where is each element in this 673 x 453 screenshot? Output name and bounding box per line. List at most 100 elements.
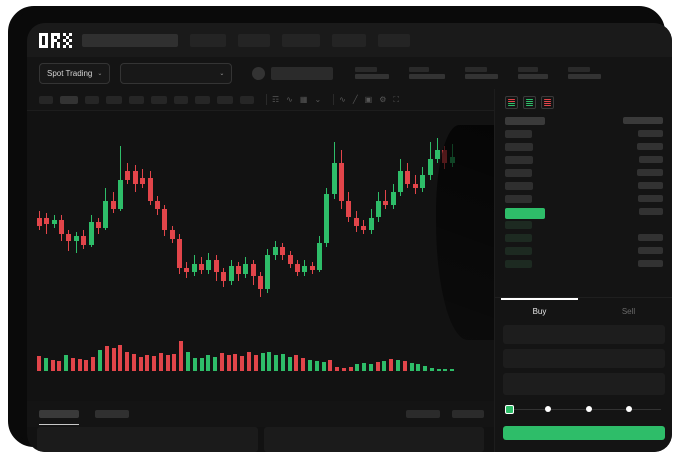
orderbook-bid-row[interactable] xyxy=(505,260,663,273)
volume-bar xyxy=(57,361,62,371)
orderbook-mode-sell-icon[interactable] xyxy=(541,96,554,109)
timeframe-chip-1[interactable] xyxy=(39,95,53,104)
slider-stop-1[interactable] xyxy=(545,406,551,412)
nav-item-5[interactable] xyxy=(378,33,410,47)
orderbook-and-trade-panel: Buy Sell xyxy=(494,89,672,452)
orderbook-last-price-row[interactable] xyxy=(505,208,663,221)
orderbook-ask-row[interactable] xyxy=(505,195,663,208)
timeframe-chip-7[interactable] xyxy=(174,95,188,104)
timeframe-chip-6[interactable] xyxy=(151,95,167,104)
orderbook-amount xyxy=(637,169,663,176)
order-price-field[interactable] xyxy=(503,325,665,344)
timeframe-chip-2[interactable] xyxy=(60,95,78,104)
orderbook-ask-row[interactable] xyxy=(505,143,663,156)
chevron-down-icon: ⌄ xyxy=(97,70,103,77)
orderbook-amount xyxy=(639,156,663,163)
template-icon[interactable]: ▦ xyxy=(299,94,308,104)
volume-bar xyxy=(213,356,218,371)
volume-bar xyxy=(152,356,157,371)
orderbook-ask-row[interactable] xyxy=(505,156,663,169)
bottom-action-1[interactable] xyxy=(406,410,440,418)
orderbook-amount xyxy=(623,117,663,124)
last-price-display xyxy=(271,66,334,80)
bottom-action-2[interactable] xyxy=(452,410,484,418)
order-amount-field[interactable] xyxy=(503,349,665,368)
stat-pair-3 xyxy=(465,67,499,79)
submit-buy-button[interactable] xyxy=(503,426,665,440)
volume-bar xyxy=(111,347,116,371)
timeframe-chip-10[interactable] xyxy=(240,95,254,104)
orderbook-ask-row[interactable] xyxy=(505,169,663,182)
tab-open-orders[interactable] xyxy=(39,410,79,425)
orderbook-amount xyxy=(638,195,663,202)
volume-bar xyxy=(172,353,177,371)
slider-stop-3[interactable] xyxy=(626,406,632,412)
timeframe-chip-4[interactable] xyxy=(106,95,122,104)
nav-item-2[interactable] xyxy=(238,33,270,47)
orderbook-amount xyxy=(638,182,663,189)
volume-bar xyxy=(219,353,224,371)
volume-bar xyxy=(158,353,163,371)
orders-content-panels xyxy=(27,427,494,452)
volume-bar xyxy=(131,353,136,371)
stat-value xyxy=(409,74,446,79)
okx-logo-icon[interactable] xyxy=(39,32,72,48)
orderbook-price xyxy=(505,143,533,151)
volume-bar xyxy=(260,353,265,371)
volume-bar xyxy=(37,356,41,371)
chevron-down-icon[interactable]: ⌄ xyxy=(314,94,322,104)
stat-value xyxy=(568,74,602,79)
orderbook-price xyxy=(505,247,532,255)
timeframe-chip-8[interactable] xyxy=(195,95,210,104)
slider-stop-0[interactable] xyxy=(505,405,514,414)
slider-stop-2[interactable] xyxy=(586,406,592,412)
orderbook-column-header[interactable] xyxy=(505,117,663,130)
timeframe-chip-3[interactable] xyxy=(85,95,99,104)
orderbook-bid-row[interactable] xyxy=(505,247,663,260)
nav-item-3[interactable] xyxy=(282,33,320,47)
line-chart-icon[interactable]: ∿ xyxy=(339,94,346,104)
price-chart[interactable] xyxy=(27,111,494,401)
tab-buy[interactable]: Buy xyxy=(495,298,584,324)
orderbook-ask-row[interactable] xyxy=(505,182,663,195)
orderbook-bid-row[interactable] xyxy=(505,234,663,247)
volume-bar xyxy=(165,355,170,371)
timeframe-chip-5[interactable] xyxy=(129,95,144,104)
volume-bar xyxy=(402,361,407,371)
market-type-dropdown[interactable]: Spot Trading ⌄ xyxy=(39,62,111,84)
volume-bar xyxy=(104,346,109,371)
ruler-icon[interactable]: ╱ xyxy=(352,94,358,104)
volume-bar xyxy=(206,354,211,371)
indicator-icon[interactable]: ∿ xyxy=(286,94,293,104)
settings-icon[interactable]: ⚙ xyxy=(379,94,387,104)
orderbook-price xyxy=(505,260,532,268)
volume-bar xyxy=(348,366,353,371)
device-frame: Spot Trading ⌄ ⌄ ☶ ∿ ▦ ⌄ ∿ ╱ ▣ ⚙ ⛶ xyxy=(8,6,672,452)
camera-icon[interactable]: ▣ xyxy=(364,94,373,104)
orderbook-rows[interactable] xyxy=(495,115,672,273)
candlestick-icon[interactable]: ☶ xyxy=(272,94,280,104)
stat-label xyxy=(465,67,488,72)
volume-bar xyxy=(314,361,319,371)
tab-sell[interactable]: Sell xyxy=(584,298,672,324)
order-total-field[interactable] xyxy=(503,373,665,395)
trading-pair-dropdown[interactable]: ⌄ xyxy=(120,62,233,84)
nav-search-placeholder[interactable] xyxy=(82,33,178,47)
volume-bar xyxy=(301,357,306,371)
stat-value xyxy=(355,74,390,79)
orderbook-bid-row[interactable] xyxy=(505,221,663,234)
nav-item-4[interactable] xyxy=(332,33,366,47)
volume-bar xyxy=(328,359,333,371)
orderbook-ask-row[interactable] xyxy=(505,130,663,143)
nav-item-1[interactable] xyxy=(190,33,226,47)
orderbook-mode-both-icon[interactable] xyxy=(505,96,518,109)
tab-order-history[interactable] xyxy=(95,410,129,418)
timeframe-chip-9[interactable] xyxy=(217,95,233,104)
stat-pair-2 xyxy=(409,67,446,79)
percent-slider[interactable] xyxy=(505,405,663,414)
volume-bar xyxy=(396,359,401,371)
volume-bar xyxy=(382,360,387,371)
orderbook-mode-buy-icon[interactable] xyxy=(523,96,536,109)
fullscreen-icon[interactable]: ⛶ xyxy=(393,94,400,104)
